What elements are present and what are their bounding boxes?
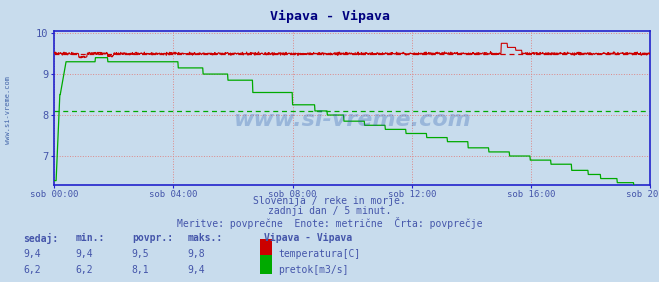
- Text: 6,2: 6,2: [23, 265, 41, 275]
- Text: www.si-vreme.com: www.si-vreme.com: [233, 110, 471, 130]
- Text: 6,2: 6,2: [76, 265, 94, 275]
- Text: 9,4: 9,4: [76, 249, 94, 259]
- Text: 9,4: 9,4: [23, 249, 41, 259]
- Text: zadnji dan / 5 minut.: zadnji dan / 5 minut.: [268, 206, 391, 216]
- Text: pretok[m3/s]: pretok[m3/s]: [278, 265, 349, 275]
- Text: 9,5: 9,5: [132, 249, 150, 259]
- Text: maks.:: maks.:: [188, 233, 223, 243]
- Text: Slovenija / reke in morje.: Slovenija / reke in morje.: [253, 196, 406, 206]
- Text: temperatura[C]: temperatura[C]: [278, 249, 360, 259]
- Text: Vipava - Vipava: Vipava - Vipava: [270, 10, 389, 23]
- Text: 8,1: 8,1: [132, 265, 150, 275]
- Text: povpr.:: povpr.:: [132, 233, 173, 243]
- Text: 9,4: 9,4: [188, 265, 206, 275]
- Text: Meritve: povprečne  Enote: metrične  Črta: povprečje: Meritve: povprečne Enote: metrične Črta:…: [177, 217, 482, 229]
- Text: www.si-vreme.com: www.si-vreme.com: [5, 76, 11, 144]
- Text: 9,8: 9,8: [188, 249, 206, 259]
- Text: min.:: min.:: [76, 233, 105, 243]
- Text: Vipava - Vipava: Vipava - Vipava: [264, 233, 352, 243]
- Text: sedaj:: sedaj:: [23, 233, 58, 244]
